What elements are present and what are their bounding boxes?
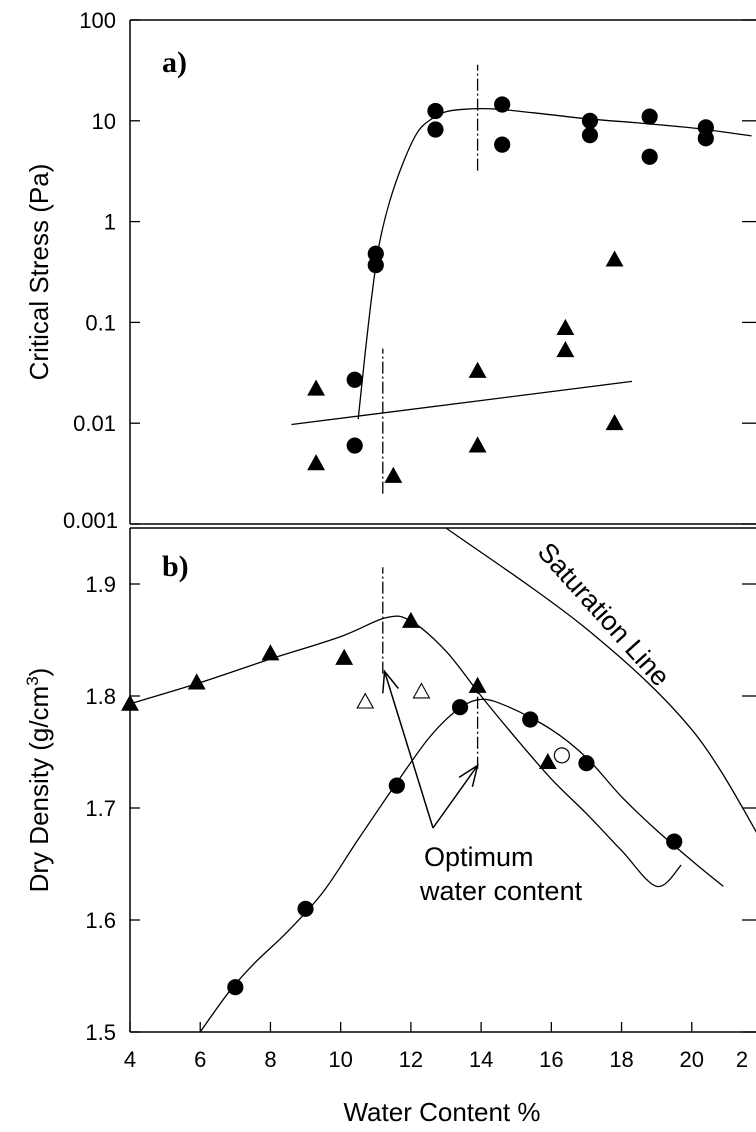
panel-b-axes: 1.5 1.6 1.7 1.8 1.9 4 6 8 10 12 14 16 18 20 2	[85, 527, 756, 1072]
panel-b-circle-point	[522, 711, 539, 728]
annotation-arrows	[382, 669, 479, 829]
panel-b-y-tick-label: 1.5	[85, 1020, 116, 1045]
saturation-line	[445, 527, 756, 833]
panel-a-triangle-point	[384, 466, 403, 483]
panel-b-y-tick-label: 1.7	[85, 796, 116, 821]
panel-a-circle-point	[641, 148, 658, 165]
panel-b-chart: 1.5 1.6 1.7 1.8 1.9 4 6 8 10 12 14 16 18 20 2 b) Dry D…	[23, 527, 756, 1127]
panel-a-triangle-point	[605, 414, 624, 431]
panel-b-circle-point	[578, 755, 595, 772]
panel-b-triangle-point	[468, 676, 487, 693]
panel-a-y-tick-label: 10	[92, 109, 116, 134]
panel-b-triangle-point	[261, 644, 280, 661]
panel-a-triangle-point	[556, 341, 575, 358]
panel-a-y-tick-label: 100	[79, 8, 116, 33]
panel-b-y-axis-title: Dry Density (g/cm3)	[23, 668, 54, 893]
panel-a-circle-point	[427, 121, 444, 138]
panel-b-x-tick-label: 8	[264, 1047, 276, 1072]
panel-b-y-tick-label: 1.6	[85, 908, 116, 933]
panel-a-triangle-point	[468, 436, 487, 453]
panel-b-triangle-point	[121, 694, 139, 711]
panel-b-x-tick-label: 6	[194, 1047, 206, 1072]
panel-a-circle-point	[581, 112, 599, 129]
panel-b-y-tick-label: 1.8	[85, 684, 116, 709]
panel-a-axes: 0.01 0.1 1 10 100 0.001	[63, 8, 756, 533]
panel-a-circle-point	[494, 96, 511, 113]
panel-b-circle-point	[388, 777, 405, 794]
panel-a-y-tick-label: 0.001	[63, 508, 118, 533]
panel-a-optimum-markers	[382, 64, 479, 494]
annotation-arrowhead-1	[382, 669, 399, 694]
panel-a-fit-curve-1	[357, 107, 752, 420]
panel-b-fit-curve-1	[129, 615, 682, 888]
panel-b-x-tick-label: 18	[609, 1047, 633, 1072]
panel-b-optimum-markers	[382, 567, 479, 769]
panel-b-y-axis-title-end: )	[24, 668, 54, 677]
annotation-line-2: water content	[419, 876, 583, 906]
panel-b-circle-open-point	[553, 747, 570, 764]
panel-a-label: a)	[162, 46, 187, 79]
panel-a-chart: 0.01 0.1 1 10 100 0.001 a) Critical Stress (P…	[24, 8, 756, 533]
panel-b-x-tick-label: 2	[736, 1047, 748, 1072]
panel-b-y-axis-title-superscript: 3	[23, 676, 42, 685]
panel-a-triangle-point	[556, 318, 575, 335]
panel-a-y-tick-label: 1	[104, 210, 116, 235]
panel-b-fit-curves	[129, 527, 756, 1033]
panel-a-triangle-point	[307, 379, 326, 396]
panel-a-triangle-point	[468, 361, 487, 378]
panel-b-triangle-point	[401, 611, 420, 628]
panel-b-triangle-point	[335, 648, 354, 665]
panel-b-circle-point	[227, 979, 244, 996]
saturation-line-label: Saturation Line	[532, 537, 676, 692]
panel-b-x-tick-label: 20	[680, 1047, 704, 1072]
panel-b-triangle-open-point	[356, 692, 375, 709]
panel-b-triangle-point	[187, 673, 206, 690]
annotation-arrowhead-2	[458, 763, 479, 787]
panel-a-y-axis-title: Critical Stress (Pa)	[24, 164, 54, 381]
panel-a-circle-point	[697, 130, 714, 147]
panel-a-data-points	[307, 96, 714, 483]
panel-b-x-tick-label: 14	[469, 1047, 493, 1072]
panel-b-x-tick-label: 12	[399, 1047, 423, 1072]
panel-a-triangle-point	[307, 454, 326, 471]
panel-b-triangle-point	[538, 752, 557, 770]
panel-b-data-points	[121, 611, 683, 996]
panel-a-circle-point	[641, 108, 658, 125]
panel-b-x-tick-label: 10	[328, 1047, 352, 1072]
panel-a-circle-point	[346, 437, 363, 454]
panel-a-triangle-point	[605, 250, 624, 267]
annotation-arrow-shaft-1	[383, 671, 434, 829]
panel-a-circle-point	[346, 371, 363, 388]
panel-a-circle-point	[494, 136, 511, 153]
panel-a-circle-point	[427, 102, 444, 120]
panel-b-y-tick-label: 1.9	[85, 572, 116, 597]
panel-a-circle-point	[581, 127, 599, 144]
panel-b-triangle-open-point	[412, 682, 431, 699]
panel-b-circle-point	[451, 699, 469, 716]
panel-b-x-tick-label: 16	[539, 1047, 563, 1072]
panel-a-circle-point	[367, 257, 384, 274]
panel-b-label: b)	[162, 550, 189, 583]
panel-a-fit-curve-2	[291, 380, 633, 426]
panel-a-y-tick-label: 0.01	[73, 411, 116, 436]
panel-b-y-axis-title-main: Dry Density (g/cm	[24, 686, 54, 893]
panel-b-circle-point	[297, 900, 314, 917]
panel-b-circle-point	[666, 833, 683, 850]
panel-a-y-tick-label: 0.1	[85, 310, 116, 335]
annotation-arrow-shaft-2	[432, 765, 479, 829]
x-axis-title: Water Content %	[343, 1097, 540, 1127]
panel-b-x-tick-label: 4	[124, 1047, 136, 1072]
annotation-line-1: Optimum	[424, 842, 534, 872]
